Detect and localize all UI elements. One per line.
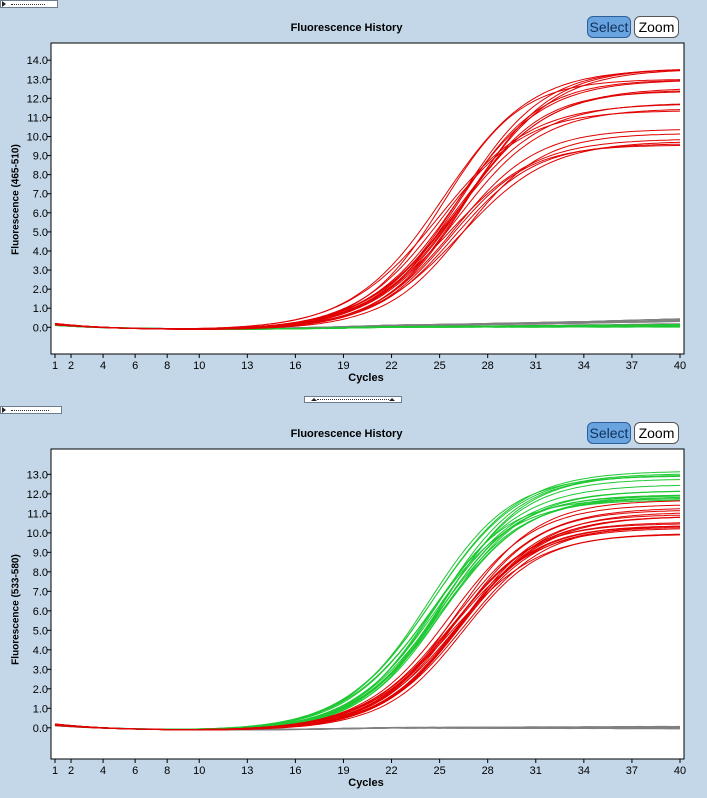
x-tick-label: 4 [100,360,106,372]
x-tick-label: 22 [385,765,397,777]
x-tick-label: 16 [289,765,301,777]
y-tick-label: 1.0 [33,303,48,315]
y-tick-label: 11.0 [27,112,48,124]
x-tick-label: 19 [337,360,349,372]
x-tick-label: 25 [433,360,445,372]
y-tick-label: 8.0 [33,567,48,579]
grip-dots [317,399,389,400]
y-tick-label: 3.0 [33,265,48,277]
y-tick-label: 5.0 [33,625,48,637]
x-tick-label: 37 [626,765,638,777]
y-tick-label: 13.0 [27,469,48,481]
y-tick-label: 1.0 [33,703,48,715]
x-tick-label: 13 [241,765,253,777]
chart1-select-button[interactable]: Select [587,16,631,38]
x-tick-label: 8 [164,360,170,372]
x-tick-label: 10 [193,765,205,777]
amplification-curve [54,110,681,330]
expand-arrow-icon [2,407,6,413]
panel-splitter[interactable] [304,396,402,403]
x-tick-label: 1 [52,765,58,777]
x-tick-label: 34 [578,360,590,372]
y-tick-label: 0.0 [33,322,48,334]
y-tick-label: 2.0 [33,284,48,296]
y-tick-label: 9.0 [33,547,48,559]
x-tick-label: 31 [530,360,542,372]
y-tick-label: 4.0 [33,246,48,258]
x-tick-label: 1 [52,360,58,372]
x-tick-label: 10 [193,360,205,372]
y-tick-label: 5.0 [33,227,48,239]
x-tick-label: 28 [482,765,494,777]
x-tick-label: 25 [433,765,445,777]
x-tick-label: 22 [385,360,397,372]
y-tick-label: 6.0 [33,606,48,618]
y-tick-label: 4.0 [33,645,48,657]
panel-collapse-tab-top[interactable] [0,0,58,8]
y-tick-label: 0.0 [33,723,48,735]
grip-dots [11,4,45,5]
chart2-x-axis-label: Cycles [348,777,384,789]
y-tick-label: 10.0 [27,528,48,540]
up-arrow-icon [311,398,317,401]
x-tick-label: 31 [530,765,542,777]
x-tick-label: 2 [68,765,74,777]
chart2-select-button[interactable]: Select [587,422,631,444]
y-tick-label: 7.0 [33,189,48,201]
y-tick-label: 14.0 [27,55,48,67]
chart2-title: Fluorescence History [290,428,403,440]
chart1-plot[interactable]: 0.01.02.03.04.05.06.07.08.09.010.011.012… [0,0,707,398]
up-arrow-icon [389,398,395,401]
x-tick-label: 2 [68,360,74,372]
x-tick-label: 34 [578,765,590,777]
x-tick-label: 6 [132,765,138,777]
y-tick-label: 8.0 [33,170,48,182]
y-tick-label: 12.0 [27,93,48,105]
y-tick-label: 10.0 [27,131,48,143]
grip-dots [11,410,49,411]
x-tick-label: 13 [241,360,253,372]
x-tick-label: 40 [674,360,686,372]
y-tick-label: 2.0 [33,684,48,696]
x-tick-label: 16 [289,360,301,372]
y-tick-label: 6.0 [33,208,48,220]
chart1-zoom-button[interactable]: Zoom [634,16,679,38]
y-tick-label: 13.0 [27,74,48,86]
chart1-y-axis-label: Fluorescence (465-510) [10,144,22,255]
y-tick-label: 3.0 [33,664,48,676]
x-tick-label: 40 [674,765,686,777]
x-tick-label: 19 [337,765,349,777]
panel-collapse-tab-bottom[interactable] [0,406,62,414]
expand-arrow-icon [2,1,6,7]
x-tick-label: 6 [132,360,138,372]
chart2-plot[interactable]: 0.01.02.03.04.05.06.07.08.09.010.011.012… [0,400,707,798]
y-tick-label: 12.0 [27,489,48,501]
y-tick-label: 7.0 [33,586,48,598]
chart2-y-axis-label: Fluorescence (533-580) [10,554,22,665]
x-tick-label: 8 [164,765,170,777]
amplification-curve [54,533,681,730]
y-tick-label: 11.0 [27,508,48,520]
x-tick-label: 37 [626,360,638,372]
y-tick-label: 9.0 [33,151,48,163]
chart1-title: Fluorescence History [290,22,403,34]
x-tick-label: 4 [100,765,106,777]
chart1-x-axis-label: Cycles [348,372,384,384]
chart2-zoom-button[interactable]: Zoom [634,422,679,444]
x-tick-label: 28 [482,360,494,372]
